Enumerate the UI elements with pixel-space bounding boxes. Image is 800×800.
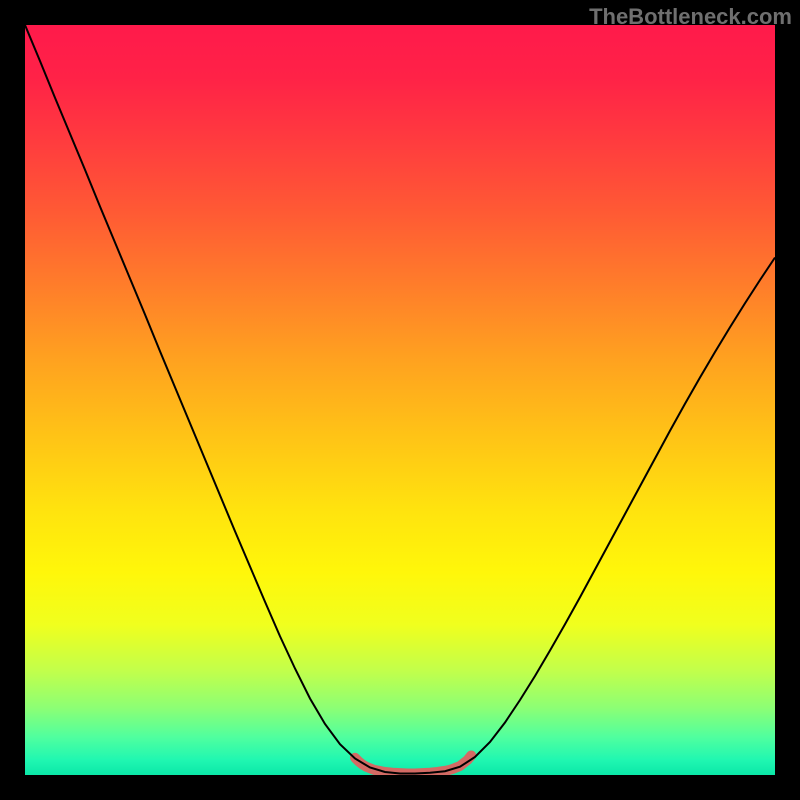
- plot-area: [25, 25, 775, 775]
- gradient-background: [25, 25, 775, 775]
- bottleneck-curve-chart: [25, 25, 775, 775]
- chart-frame: TheBottleneck.com: [0, 0, 800, 800]
- watermark-text: TheBottleneck.com: [589, 4, 792, 30]
